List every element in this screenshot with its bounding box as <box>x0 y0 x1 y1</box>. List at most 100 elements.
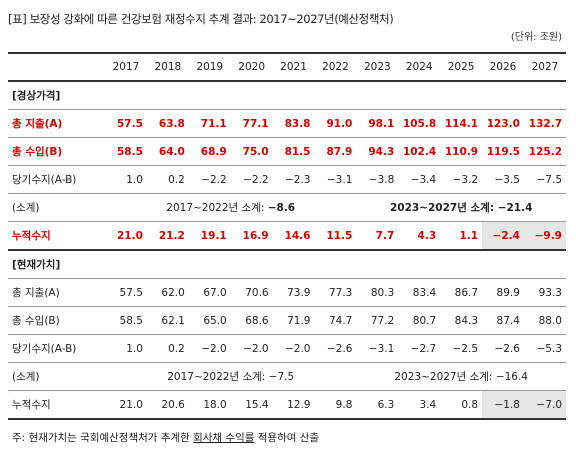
value-cell: 87.9 <box>314 137 357 166</box>
value-cell: −3.1 <box>314 165 357 194</box>
year-header: 2019 <box>188 52 231 82</box>
revenue-row: 총 수입(B) 58.5 64.0 68.9 75.0 81.5 87.9 94.3 102.4… <box>8 137 566 166</box>
expense-row: 총 지출(A) 57.5 63.8 71.1 77.1 83.8 91.0 98.1 105.8… <box>8 109 566 138</box>
value-cell: 64.0 <box>146 137 189 166</box>
subtotal-row: (소계) 2017~2022년 소계: −8.6 2023~2027년 소계: −2… <box>8 193 566 222</box>
year-header: 2024 <box>398 52 441 82</box>
subtotal-period: 2023~2027년 소계: <box>389 202 498 214</box>
empty-cell <box>398 80 441 110</box>
value-cell: 110.9 <box>440 137 483 166</box>
value-cell: −3.5 <box>482 165 524 194</box>
balance-row: 당기수지(A-B) 1.0 0.2 −2.0 −2.0 −2.0 −2.6 −3.1 −2.7−… <box>8 334 566 363</box>
value-cell: 73.9 <box>272 278 315 307</box>
footnote: 주: 현재가치는 국회예산정책처가 추계한 회사채 수익률 적용하여 산출 <box>12 430 319 445</box>
value-cell: 123.0 <box>482 109 524 138</box>
value-cell: 57.5 <box>105 278 147 307</box>
empty-cell <box>272 80 315 110</box>
value-cell: 132.7 <box>523 109 566 138</box>
balance-label: 당기수지(A-B) <box>8 165 106 194</box>
value-cell: 77.2 <box>356 306 399 335</box>
empty-cell <box>188 80 231 110</box>
subtotal-period: 2017~2022년 소계: <box>166 202 268 214</box>
table-title: [표] 보장성 강화에 따른 건강보험 재정수지 추계 결과: 2017~202… <box>8 12 394 26</box>
value-cell: 20.6 <box>146 390 189 420</box>
value-cell: 1.0 <box>105 165 147 194</box>
value-cell: 9.8 <box>314 390 357 420</box>
empty-cell <box>146 80 189 110</box>
value-cell: 87.4 <box>482 306 524 335</box>
value-cell: −2.0 <box>230 334 273 363</box>
value-cell: 63.8 <box>146 109 189 138</box>
value-cell: 1.0 <box>105 334 147 363</box>
value-cell: 58.5 <box>105 137 147 166</box>
footnote-prefix: 주: 현재가치는 국회예산정책처가 추계한 <box>12 432 194 444</box>
subtotal-period: 2023~2027년 소계: <box>394 371 496 383</box>
value-cell: −7.5 <box>523 165 566 194</box>
value-cell: −2.2 <box>188 165 231 194</box>
empty-cell <box>523 80 566 110</box>
year-header: 2017 <box>105 52 147 82</box>
value-cell: 12.9 <box>272 390 315 420</box>
unit-label: (단위: 조원) <box>510 32 562 43</box>
value-cell: −2.6 <box>482 334 524 363</box>
cumulative-label: 누적수지 <box>8 221 106 251</box>
cumulative-row: 누적수지 21.0 20.6 18.0 15.4 12.9 9.8 6.3 3.4 0.8 −1.8… <box>8 390 566 420</box>
balance-label: 당기수지(A-B) <box>8 334 106 363</box>
value-cell: −2.5 <box>440 334 483 363</box>
value-cell: 21.0 <box>105 390 147 420</box>
value-cell: 57.5 <box>105 109 147 138</box>
year-header: 2025 <box>440 52 483 82</box>
value-cell: 68.9 <box>188 137 231 166</box>
value-cell: 114.1 <box>440 109 483 138</box>
value-cell: 4.3 <box>398 221 441 251</box>
value-cell: 83.8 <box>272 109 315 138</box>
value-cell: 14.6 <box>272 221 315 251</box>
value-cell: 62.0 <box>146 278 189 307</box>
value-cell: −2.0 <box>188 334 231 363</box>
expense-label: 총 지출(A) <box>8 109 106 138</box>
value-cell: 98.1 <box>356 109 399 138</box>
value-cell: 83.4 <box>398 278 441 307</box>
fiscal-balance-table: 2017 2018 2019 2020 2021 2022 2023 2024 2025 2026… <box>8 52 566 420</box>
empty-cell <box>523 249 566 279</box>
value-cell: −2.7 <box>398 334 441 363</box>
value-cell: −2.4 <box>482 221 524 251</box>
empty-cell <box>356 80 399 110</box>
value-cell: 80.7 <box>398 306 441 335</box>
section-row: [경상가격] <box>8 80 566 110</box>
revenue-label: 총 수입(B) <box>8 306 106 335</box>
value-cell: −2.2 <box>230 165 273 194</box>
value-cell: 89.9 <box>482 278 524 307</box>
year-header: 2018 <box>146 52 189 82</box>
value-cell: 84.3 <box>440 306 483 335</box>
empty-cell <box>105 249 147 279</box>
empty-cell <box>398 249 441 279</box>
subtotal-row: (소계) 2017~2022년 소계: −7.5 2023~2027년 소계: −1… <box>8 362 566 391</box>
value-cell: 21.2 <box>146 221 189 251</box>
subtotal-label: (소계) <box>8 362 106 391</box>
value-cell: −3.2 <box>440 165 483 194</box>
cumulative-label: 누적수지 <box>8 390 106 420</box>
subtotal-period1: 2017~2022년 소계: −8.6 <box>105 193 357 222</box>
revenue-label: 총 수입(B) <box>8 137 106 166</box>
value-cell: 81.5 <box>272 137 315 166</box>
section-label: [현재가치] <box>8 249 106 279</box>
value-cell: 77.3 <box>314 278 357 307</box>
value-cell: 94.3 <box>356 137 399 166</box>
value-cell: 68.6 <box>230 306 273 335</box>
empty-cell <box>356 249 399 279</box>
value-cell: 91.0 <box>314 109 357 138</box>
value-cell: −5.3 <box>523 334 566 363</box>
value-cell: 0.2 <box>146 334 189 363</box>
value-cell: −3.8 <box>356 165 399 194</box>
year-header: 2020 <box>230 52 273 82</box>
value-cell: −9.9 <box>523 221 566 251</box>
empty-cell <box>440 80 483 110</box>
value-cell: 70.6 <box>230 278 273 307</box>
value-cell: 0.2 <box>146 165 189 194</box>
year-header: 2023 <box>356 52 399 82</box>
value-cell: 11.5 <box>314 221 357 251</box>
value-cell: 1.1 <box>440 221 483 251</box>
revenue-row: 총 수입(B) 58.5 62.1 65.0 68.6 71.9 74.7 77.2 80.7 8… <box>8 306 566 335</box>
